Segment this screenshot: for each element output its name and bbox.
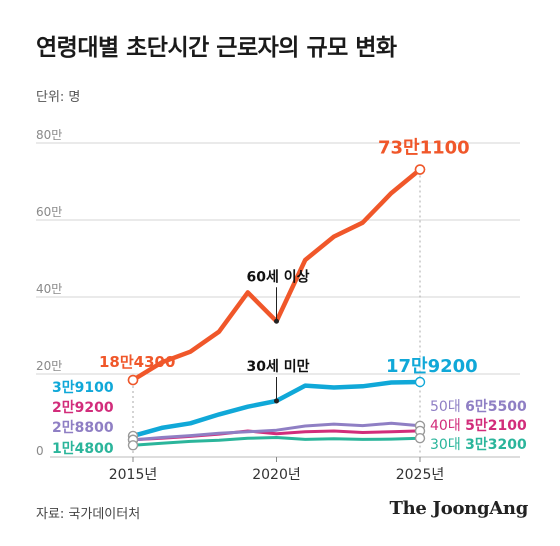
y-tick-label: 20만 [36, 359, 62, 373]
x-tick-label: 2020년 [252, 467, 301, 483]
series-end-value: 5만2100 [465, 418, 527, 434]
end-value-label: 40대 5만2100 [430, 418, 527, 434]
start-value-label: 2만9200 [52, 400, 114, 416]
y-tick-label: 40만 [36, 282, 62, 296]
y-tick-label: 80만 [36, 128, 62, 142]
start-value-label: 1만4800 [52, 441, 114, 457]
annotation-dot [274, 398, 279, 404]
series-line-4 [131, 436, 422, 447]
end-value-label: 73만1100 [378, 138, 470, 159]
x-tick-label: 2015년 [109, 467, 158, 483]
series-point [414, 433, 426, 444]
start-value-label: 18만4300 [99, 353, 175, 371]
series-name: 40대 [430, 418, 465, 434]
x-tick-label: 2025년 [396, 467, 445, 483]
series-point [127, 440, 139, 451]
series-point-highlight [127, 374, 139, 386]
series-point-highlight [414, 164, 426, 175]
chart-title: 연령대별 초단시간 근로자의 규모 변화 [36, 35, 397, 61]
series-name: 50대 [430, 399, 465, 415]
source-label: 자료: 국가데이터처 [36, 507, 141, 522]
series-name: 30대 [430, 437, 465, 453]
y-tick-label: 0 [36, 444, 44, 458]
annotation-label: 60세 이상 [247, 268, 310, 285]
start-value-label: 3만9100 [52, 380, 114, 396]
series-point [414, 376, 426, 388]
start-value-label: 2만8800 [52, 420, 114, 436]
series-line-2 [131, 421, 422, 442]
end-value-label: 50대 6만5500 [430, 399, 527, 415]
brand-logo: The JoongAng [389, 498, 529, 519]
end-value-label: 30대 3만3200 [430, 437, 527, 453]
series-end-value: 6만5500 [465, 399, 527, 415]
series-end-value: 3만3200 [465, 437, 527, 453]
annotation-dot [274, 318, 279, 324]
end-value-label: 17만9200 [386, 356, 478, 377]
unit-label: 단위: 명 [36, 90, 81, 105]
y-tick-label: 60만 [36, 205, 62, 219]
annotation-label: 30세 미만 [247, 359, 310, 375]
